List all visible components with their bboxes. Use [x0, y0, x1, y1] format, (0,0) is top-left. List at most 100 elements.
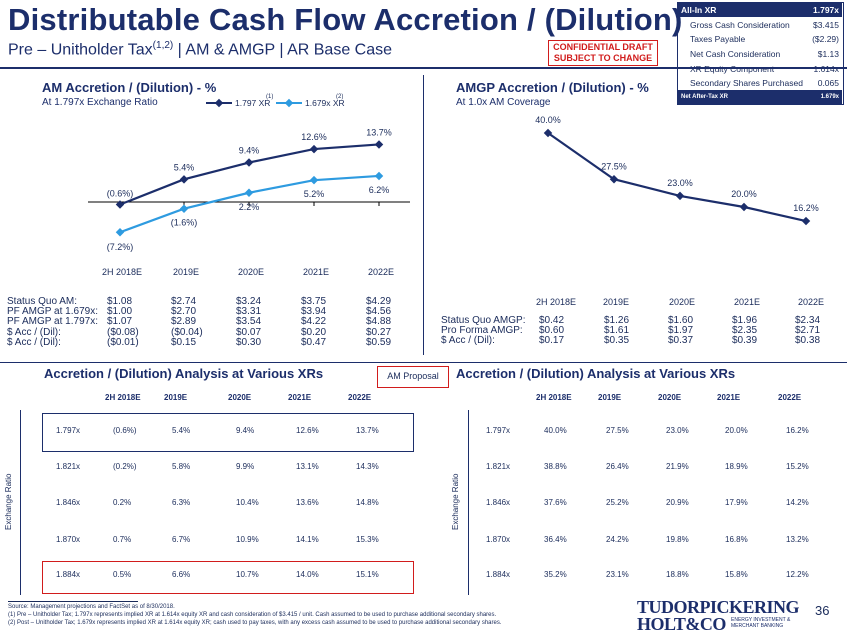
axis-line-right — [468, 410, 469, 595]
footnote-rule — [8, 601, 138, 602]
am-chart-subheading: At 1.797x Exchange Ratio — [42, 97, 158, 108]
xr-row-ratio-left: 1.821x — [56, 462, 81, 471]
am-row-value: ($0.04) — [171, 327, 203, 338]
xr-col-header-left: 2022E — [348, 393, 372, 402]
legend-1797-sup: (1) — [266, 94, 273, 100]
am-row-value: $3.75 — [301, 296, 327, 307]
xr-row-ratio-right: 1.846x — [486, 498, 511, 507]
amgp-row-value: $1.60 — [668, 315, 694, 326]
xr-row-ratio-left: 1.870x — [56, 535, 81, 544]
am-row-value: $2.89 — [171, 316, 197, 327]
xr-cell-right: 37.6% — [544, 498, 567, 507]
am-row-value: $0.27 — [366, 327, 392, 338]
xr-cell-left: 6.6% — [172, 570, 191, 579]
amgp-data-label: 16.2% — [793, 203, 819, 213]
xr-cell-right: 24.2% — [606, 535, 629, 544]
xr-head-value: 1.797x — [813, 5, 839, 15]
xr-foot-label: Net After-Tax XR — [681, 94, 729, 100]
am-x-tick: 2022E — [368, 267, 395, 277]
amgp-row-value: $0.39 — [732, 335, 758, 346]
xr-cell-left: 10.9% — [236, 535, 259, 544]
xr-col-header-right: 2022E — [778, 393, 802, 402]
xr-cell-right: 17.9% — [725, 498, 748, 507]
xr-row-label: Gross Cash Consideration — [690, 20, 790, 30]
legend-1679-marker — [284, 98, 294, 108]
am-row-value: $0.30 — [236, 337, 262, 348]
am-row-value: $0.15 — [171, 337, 197, 348]
am-row-value: $3.54 — [236, 316, 262, 327]
amgp-row-value: $0.37 — [668, 335, 694, 346]
amgp-row-value: $0.35 — [604, 335, 630, 346]
xr-head-label: All-In XR — [681, 5, 717, 15]
amgp-row-value: $1.61 — [604, 325, 630, 336]
xr-col-header-right: 2019E — [598, 393, 622, 402]
amgp-x-tick: 2019E — [603, 297, 630, 307]
subtitle-footnote-ref: (1,2) — [152, 40, 174, 51]
am-point-marker — [179, 175, 189, 184]
am-row-value: $0.20 — [301, 327, 327, 338]
xr-cell-left: 15.1% — [356, 570, 379, 579]
xr-head-row: All-In XR 1.797x — [678, 3, 842, 17]
amgp-point-marker — [675, 191, 685, 201]
axis-line-left — [20, 410, 21, 595]
amgp-row-label: Pro Forma AMGP: — [441, 325, 523, 336]
page-number: 36 — [815, 603, 830, 618]
exchange-ratio-axis-left: Exchange Ratio — [4, 473, 13, 530]
xr-cell-left: 14.8% — [356, 498, 379, 507]
footnote-2: (2) Post – Unitholder Tax; 1.679x repres… — [8, 620, 502, 626]
am-row-value: ($0.08) — [107, 327, 139, 338]
xr-cell-right: 23.0% — [666, 426, 689, 435]
xr-col-header-right: 2021E — [717, 393, 741, 402]
am-row-label: PF AMGP at 1.797x: — [7, 316, 98, 327]
xr-row: Gross Cash Consideration $3.415 — [678, 18, 842, 32]
vertical-divider — [423, 75, 424, 355]
legend-1679-sup: (2) — [336, 94, 343, 100]
amgp-data-label: 40.0% — [535, 115, 561, 125]
am-row-value: $1.00 — [107, 306, 133, 317]
am-row-value: $1.08 — [107, 296, 133, 307]
xr-cell-left: 9.4% — [236, 426, 255, 435]
xr-cell-left: 0.2% — [113, 498, 132, 507]
xr-row-label: Net Cash Consideration — [690, 49, 781, 59]
xr-row-ratio-right: 1.870x — [486, 535, 511, 544]
xr-cell-right: 26.4% — [606, 462, 629, 471]
xr-col-header-right: 2H 2018E — [536, 393, 572, 402]
amgp-line-chart: 40.0% 27.5% 23.0% 20.0% 16.2% — [535, 115, 819, 226]
xr-foot-row: Net After-Tax XR 1.679x — [678, 90, 842, 104]
xr-summary-box: All-In XR 1.797x Gross Cash Consideration… — [677, 2, 844, 105]
confidential-line-2: SUBJECT TO CHANGE — [553, 53, 653, 63]
xr-cell-right: 14.2% — [786, 498, 809, 507]
am-data-label: (0.6%) — [107, 189, 134, 199]
xr-row: Secondary Shares Purchased 0.065 — [678, 76, 842, 90]
amgp-row-label: Status Quo AMGP: — [441, 315, 526, 326]
xr-cell-right: 16.8% — [725, 535, 748, 544]
xr-foot-value: 1.679x — [820, 94, 839, 100]
am-row-value: $4.56 — [366, 306, 392, 317]
am-data-labels: (0.6%) 5.4% 9.4% 12.6% 13.7% (7.2%) (1.6%) 2.2%… — [107, 127, 392, 252]
amgp-x-tick: 2022E — [798, 297, 825, 307]
xr-col-header-right: 2020E — [658, 393, 682, 402]
xr-cell-left: 14.3% — [356, 462, 379, 471]
xr-cell-left: 14.1% — [296, 535, 319, 544]
xr-row-ratio-right: 1.821x — [486, 462, 511, 471]
page-title: Distributable Cash Flow Accretion / (Dil… — [8, 2, 683, 37]
amgp-data-label: 23.0% — [667, 178, 693, 188]
xr-col-header-left: 2020E — [228, 393, 252, 402]
am-row-value: $0.59 — [366, 337, 392, 348]
amgp-chart-heading: AMGP Accretion / (Dilution) - % — [456, 80, 649, 95]
amgp-row-label: $ Acc / (Dil): — [441, 335, 495, 346]
xr-row: XR Equity Component 1.614x — [678, 62, 842, 76]
am-row-value: $0.07 — [236, 327, 262, 338]
am-row-value: $3.24 — [236, 296, 262, 307]
xr-cell-left: 0.5% — [113, 570, 132, 579]
xr-cell-left: 13.6% — [296, 498, 319, 507]
xr-row-label: Taxes Payable — [690, 34, 746, 44]
xr-row-ratio-left: 1.846x — [56, 498, 81, 507]
xr-row-label: Secondary Shares Purchased — [690, 78, 803, 88]
amgp-row-value: $2.35 — [732, 325, 758, 336]
xr-row-ratio-left: 1.797x — [56, 426, 81, 435]
am-data-label: (1.6%) — [171, 218, 198, 228]
xr-cell-left: 14.0% — [296, 570, 319, 579]
xr-cell-right: 23.1% — [606, 570, 629, 579]
xr-cell-right: 13.2% — [786, 535, 809, 544]
